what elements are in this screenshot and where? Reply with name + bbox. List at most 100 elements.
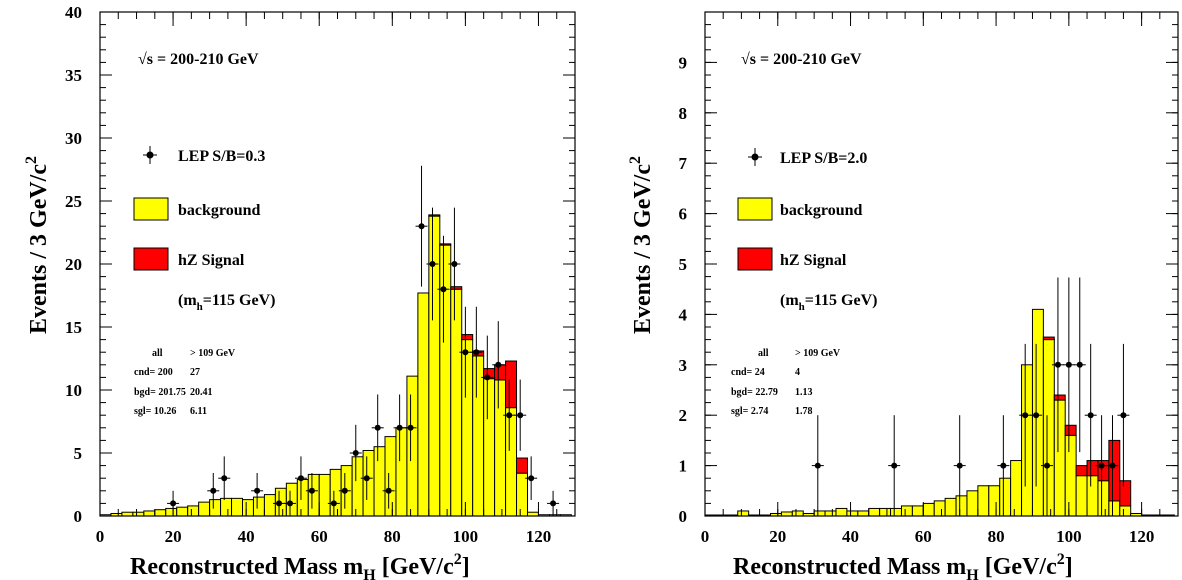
left-data-marker <box>473 349 480 356</box>
left-data-point <box>514 379 527 451</box>
left-background-bin <box>307 473 320 517</box>
left-stats-table: all > 109 GeV cnd= 200 27 bgd= 201.75 20… <box>134 348 236 417</box>
left-background-bin <box>231 497 244 517</box>
left-stats-row-label: sgl= 10.26 <box>134 406 176 417</box>
left-background-bin <box>428 215 441 517</box>
right-data-point <box>1095 415 1108 516</box>
right-data-marker <box>956 462 963 469</box>
right-legend: LEP S/B=2.0 background hZ Signal (mh=115… <box>737 148 877 313</box>
right-background-bin <box>1119 505 1132 517</box>
right-background-bin <box>922 502 935 517</box>
right-signal-bin <box>1086 460 1099 477</box>
right-background-bin <box>1086 475 1099 517</box>
left-data-marker <box>297 475 304 482</box>
left-x-tick-label: 0 <box>96 527 105 546</box>
left-data-point <box>393 394 406 462</box>
right-background-bin <box>1021 364 1033 517</box>
left-data-marker <box>550 500 557 507</box>
left-data-point <box>207 472 220 509</box>
right-data-marker <box>1109 462 1116 469</box>
right-data-point <box>888 415 901 516</box>
right-y-tick-label: 3 <box>679 356 688 375</box>
left-data-marker <box>363 475 370 482</box>
left-data-marker <box>330 500 337 507</box>
left-signal-bin <box>439 243 452 246</box>
left-data-point <box>426 207 439 321</box>
right-x-tick-label: 100 <box>1056 527 1082 546</box>
right-background-bin <box>846 510 859 517</box>
left-background-bin <box>263 494 276 517</box>
right-background-bin <box>1031 308 1044 517</box>
left-data-point <box>251 472 264 509</box>
right-y-tick-label: 0 <box>679 507 688 526</box>
left-y-tick-label: 10 <box>65 381 82 400</box>
left-data-marker <box>396 424 403 431</box>
right-data-marker <box>1044 462 1051 469</box>
right-background-bin <box>1097 480 1110 517</box>
right-legend-signal-swatch <box>737 247 773 271</box>
right-background-bin <box>966 490 979 517</box>
right-data-marker <box>1065 361 1072 368</box>
right-x-tick-label: 40 <box>842 527 859 546</box>
right-legend-mass-label: (mh=115 GeV) <box>780 292 877 313</box>
right-background-bin <box>813 510 826 517</box>
right-stats-row-label: bgd= 22.79 <box>731 387 778 398</box>
left-x-axis-label: Reconstructed Mass mH [GeV/c2] <box>130 551 470 580</box>
right-background-bin <box>879 507 892 517</box>
left-legend-mass-label: (mh=115 GeV) <box>178 292 275 313</box>
left-data-point <box>525 456 538 501</box>
right-background-bin <box>900 505 913 517</box>
left-background-bin <box>165 507 178 517</box>
left-data-marker <box>407 424 414 431</box>
left-background-bin <box>176 506 189 517</box>
left-data-marker <box>440 286 447 293</box>
left-data-point <box>294 456 307 501</box>
left-data-points <box>167 165 560 516</box>
left-background-bin <box>242 499 254 517</box>
left-background-bin <box>285 482 298 517</box>
right-legend-background-swatch <box>737 197 773 221</box>
right-stats-header-all: all <box>758 348 769 359</box>
right-histogram-panel: 0 1 2 3 4 5 6 7 8 9 0 20 40 60 80 100 120 √s = 200-210 G… <box>627 11 1179 580</box>
left-background-bin <box>384 436 397 517</box>
left-data-point <box>349 424 362 482</box>
right-stats-header-cut: > 109 GeV <box>795 348 841 359</box>
left-data-marker <box>528 475 535 482</box>
left-data-marker <box>210 487 217 494</box>
left-legend-data-label: LEP S/B=0.3 <box>178 148 265 165</box>
right-data-marker <box>891 462 898 469</box>
left-data-point <box>305 472 318 509</box>
right-stats-row-cut: 1.13 <box>795 387 813 398</box>
right-background-bin <box>1108 500 1121 517</box>
left-energy-label: √s = 200-210 GeV <box>138 51 259 68</box>
left-data-point <box>492 321 505 409</box>
right-background-bin <box>1064 434 1077 517</box>
left-axes: 0 5 10 15 20 25 30 35 40 0 20 40 60 80 100 120 <box>65 3 576 546</box>
right-background-bin <box>944 497 957 517</box>
left-data-marker <box>385 487 392 494</box>
left-background-bin <box>329 468 342 517</box>
right-background-bin <box>824 510 837 517</box>
left-data-point <box>448 207 461 321</box>
right-background-bin <box>737 510 750 517</box>
right-data-points <box>811 277 1130 516</box>
left-data-marker <box>451 261 458 267</box>
right-plot-frame <box>704 11 1179 517</box>
right-background-bin <box>868 507 881 517</box>
left-y-tick-label: 0 <box>74 507 83 526</box>
left-data-point <box>437 235 450 343</box>
left-x-tick-label: 60 <box>311 527 328 546</box>
right-y-tick-label: 6 <box>679 205 688 224</box>
left-data-point <box>327 490 340 516</box>
left-background-bin <box>406 375 419 517</box>
left-data-marker <box>484 374 491 381</box>
left-background-bin <box>461 339 474 517</box>
left-background-bin <box>450 288 463 517</box>
left-background-bin <box>252 496 265 517</box>
right-legend-data-dot <box>751 153 759 161</box>
left-y-tick-label: 25 <box>65 192 82 211</box>
left-data-point <box>459 306 472 398</box>
right-signal-bin <box>1119 480 1132 507</box>
left-stats-row-label: cnd= 200 <box>134 367 173 378</box>
left-stats-row-cut: 27 <box>190 367 200 378</box>
